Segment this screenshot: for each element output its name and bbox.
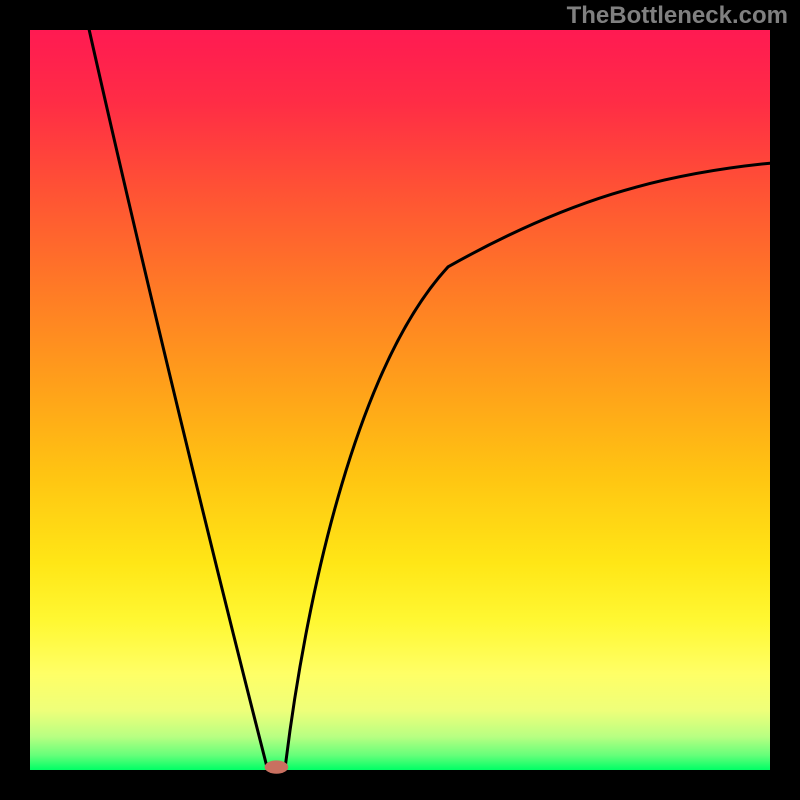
plot-background: [30, 30, 770, 770]
bottleneck-chart: [0, 0, 800, 800]
chart-container: TheBottleneck.com: [0, 0, 800, 800]
watermark-text: TheBottleneck.com: [567, 2, 788, 30]
minimum-marker: [265, 760, 289, 773]
